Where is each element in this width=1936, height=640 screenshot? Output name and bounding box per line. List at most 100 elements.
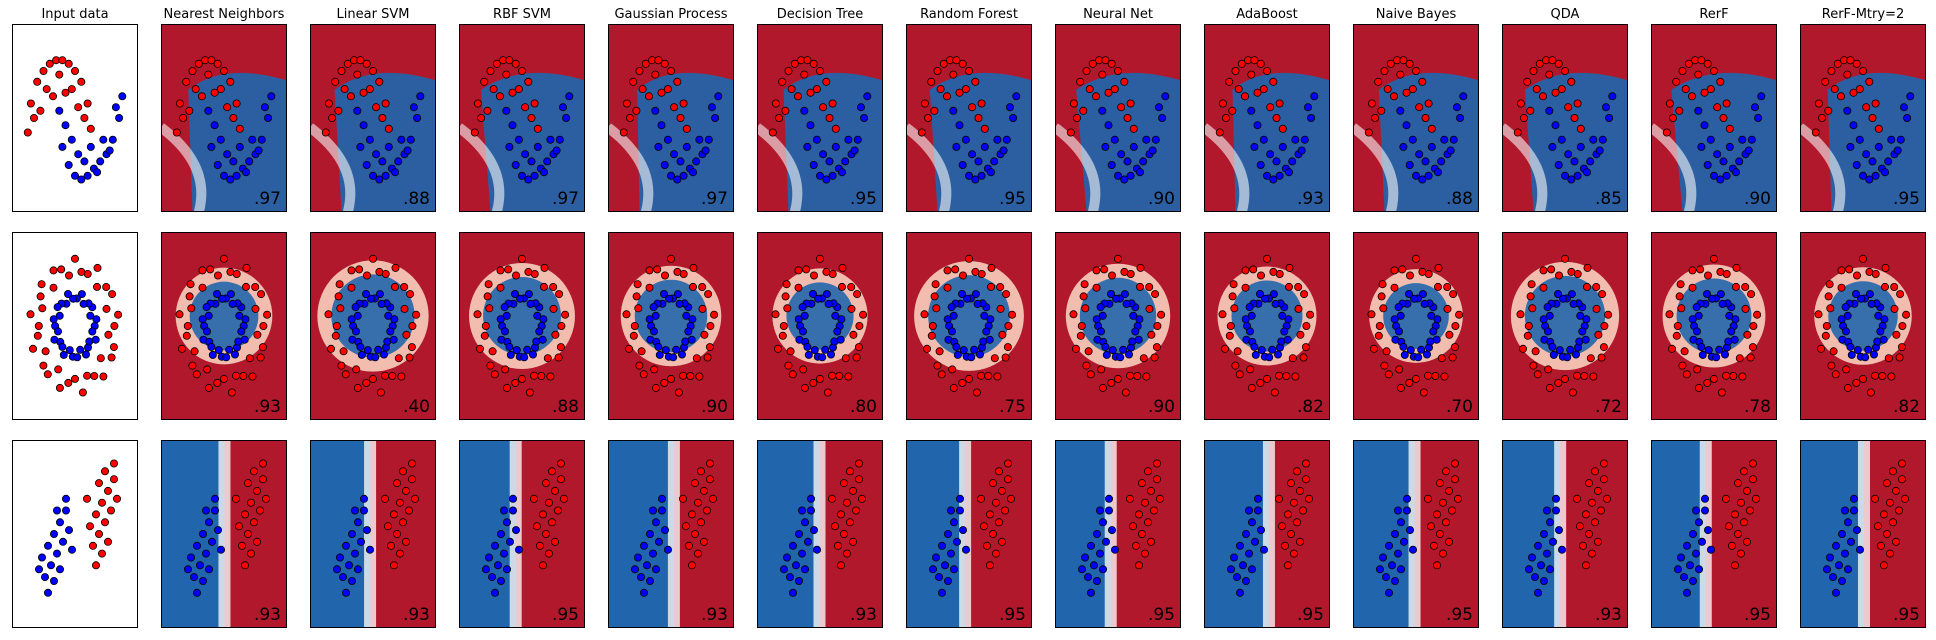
point-class-red [334, 106, 343, 115]
point-class-red [1880, 561, 1889, 570]
point-class-red [473, 310, 482, 319]
point-class-blue [1689, 577, 1698, 586]
point-class-blue [56, 518, 65, 527]
point-class-red [1412, 67, 1421, 76]
point-class-blue [1534, 588, 1543, 597]
point-class-red [637, 347, 646, 356]
point-class-blue [1569, 299, 1578, 308]
panel-grid: .97.88.97.97.95.95.90.93.88.85.90.95.93.… [12, 24, 1926, 628]
point-class-red [340, 85, 349, 94]
point-class-blue [955, 121, 964, 130]
point-class-blue [1247, 106, 1256, 115]
point-class-red [1600, 459, 1609, 468]
point-class-red [1594, 486, 1603, 495]
panel-frame [12, 24, 138, 212]
point-class-red [936, 85, 945, 94]
panel: .97 [608, 24, 734, 212]
point-class-red [1710, 67, 1719, 76]
point-class-red [1439, 549, 1448, 558]
column-title: Nearest Neighbors [164, 7, 285, 22]
point-class-blue [523, 345, 532, 354]
point-class-red [670, 103, 679, 112]
point-class-blue [77, 290, 86, 299]
point-class-blue [1278, 311, 1287, 320]
point-class-red [1230, 304, 1239, 313]
panel-frame [310, 24, 436, 212]
point-class-red [496, 266, 505, 275]
point-class-red [334, 292, 343, 301]
point-class-red [1406, 271, 1415, 280]
point-class-blue [1126, 171, 1135, 180]
point-class-blue [83, 171, 92, 180]
point-class-red [965, 374, 974, 383]
point-class-blue [949, 311, 958, 320]
boundary-band [757, 123, 803, 212]
point-class-red [1296, 537, 1305, 546]
point-class-blue [976, 350, 985, 359]
point-class-red [1294, 304, 1303, 313]
point-class-red [1545, 70, 1554, 79]
point-class-blue [58, 342, 67, 351]
point-class-red [1092, 283, 1101, 292]
point-class-blue [82, 350, 91, 359]
point-class-blue [91, 335, 100, 344]
point-class-blue [490, 541, 499, 550]
point-class-blue [1241, 315, 1250, 324]
point-class-blue [375, 175, 384, 184]
point-class-red [651, 383, 660, 392]
boundary-band [667, 440, 680, 628]
point-class-red [359, 88, 368, 97]
point-class-red [477, 114, 486, 123]
point-class-blue [351, 303, 360, 312]
point-class-blue [1405, 160, 1414, 169]
point-class-blue [1382, 573, 1391, 582]
point-class-blue [1394, 303, 1403, 312]
point-class-red [1405, 378, 1414, 387]
point-class-blue [374, 345, 383, 354]
point-class-blue [1881, 168, 1890, 177]
point-class-red [41, 347, 50, 356]
point-class-blue [1271, 299, 1280, 308]
boundary-band [813, 440, 826, 628]
column-title: AdaBoost [1236, 7, 1298, 22]
point-class-red [1746, 506, 1755, 515]
point-class-red [1676, 280, 1685, 289]
point-class-red [1402, 88, 1411, 97]
point-class-blue [670, 150, 679, 159]
point-class-red [1868, 114, 1877, 123]
point-class-red [1725, 522, 1734, 531]
point-class-red [1859, 374, 1868, 383]
point-class-red [843, 549, 852, 558]
point-class-blue [1838, 577, 1847, 586]
panel: .95 [1055, 440, 1181, 628]
panel-frame [1353, 232, 1479, 420]
column-title: QDA [1551, 7, 1580, 22]
panel-frame [161, 24, 287, 212]
point-class-red [1672, 331, 1681, 340]
point-class-red [1104, 88, 1113, 97]
point-class-blue [1874, 142, 1883, 151]
point-class-blue [1552, 506, 1561, 515]
point-class-red [256, 353, 265, 362]
point-class-red [1694, 383, 1703, 392]
accuracy-score: .93 [701, 605, 728, 625]
point-class-blue [248, 135, 257, 144]
point-class-red [1561, 374, 1570, 383]
point-class-blue [335, 553, 344, 562]
point-class-red [679, 371, 688, 380]
point-class-red [1126, 99, 1135, 108]
point-class-blue [50, 577, 59, 586]
point-class-red [339, 347, 348, 356]
point-class-blue [267, 92, 276, 101]
point-class-red [1588, 498, 1597, 507]
point-class-blue [1410, 294, 1419, 303]
point-class-red [1843, 383, 1852, 392]
point-class-blue [963, 294, 972, 303]
point-class-blue [240, 335, 249, 344]
point-class-blue [810, 526, 819, 535]
point-class-red [1682, 370, 1691, 379]
point-class-red [629, 77, 638, 86]
point-class-blue [1399, 342, 1408, 351]
point-class-red [1301, 343, 1310, 352]
point-class-red [1580, 371, 1589, 380]
